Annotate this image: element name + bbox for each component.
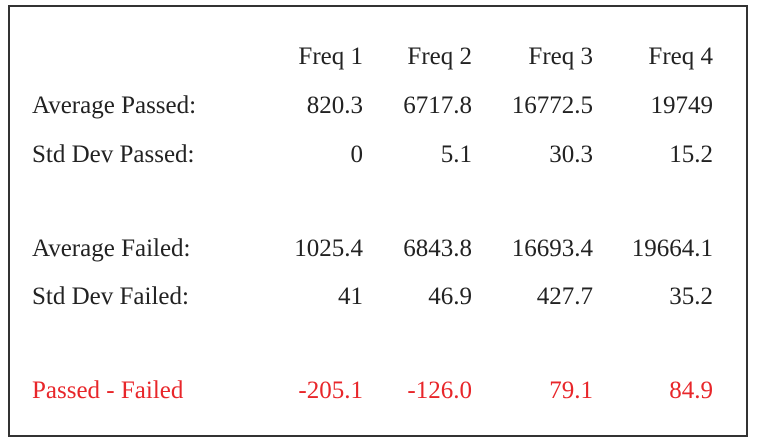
- cell-value: 427.7: [536, 283, 593, 310]
- cell-value: 0: [350, 140, 364, 168]
- cell-value: -205.1: [298, 377, 363, 404]
- cell-value: 1025.4: [294, 234, 363, 262]
- cell-value: 19664.1: [631, 234, 713, 262]
- cell-value: 5.1: [440, 140, 472, 168]
- cell-value: 15.2: [669, 140, 713, 168]
- column-header: Freq 4: [648, 43, 713, 70]
- cell-value: 820.3: [306, 92, 363, 119]
- column-header: Freq 1: [298, 43, 363, 70]
- cell-value: 46.9: [428, 283, 472, 310]
- cell-value: 35.2: [669, 283, 713, 310]
- column-header: Freq 3: [528, 43, 593, 70]
- cell-value: 30.3: [549, 140, 593, 168]
- cell-value: 6843.8: [403, 234, 472, 262]
- cell-value: -126.0: [407, 377, 472, 404]
- column-header: Freq 2: [407, 43, 472, 70]
- row-label: Std Dev Passed:: [32, 140, 195, 168]
- cell-value: 16693.4: [511, 234, 593, 262]
- row-label: Passed - Failed: [32, 377, 184, 404]
- cell-value: 6717.8: [403, 92, 472, 119]
- cell-value: 19749: [650, 92, 714, 119]
- row-label: Average Failed:: [32, 234, 191, 262]
- table-frame: [8, 5, 748, 437]
- cell-value: 16772.5: [511, 92, 593, 119]
- row-label: Average Passed:: [32, 92, 197, 119]
- cell-value: 41: [338, 283, 363, 310]
- cell-value: 84.9: [669, 377, 713, 404]
- row-label: Std Dev Failed:: [32, 283, 189, 310]
- cell-value: 79.1: [549, 377, 593, 404]
